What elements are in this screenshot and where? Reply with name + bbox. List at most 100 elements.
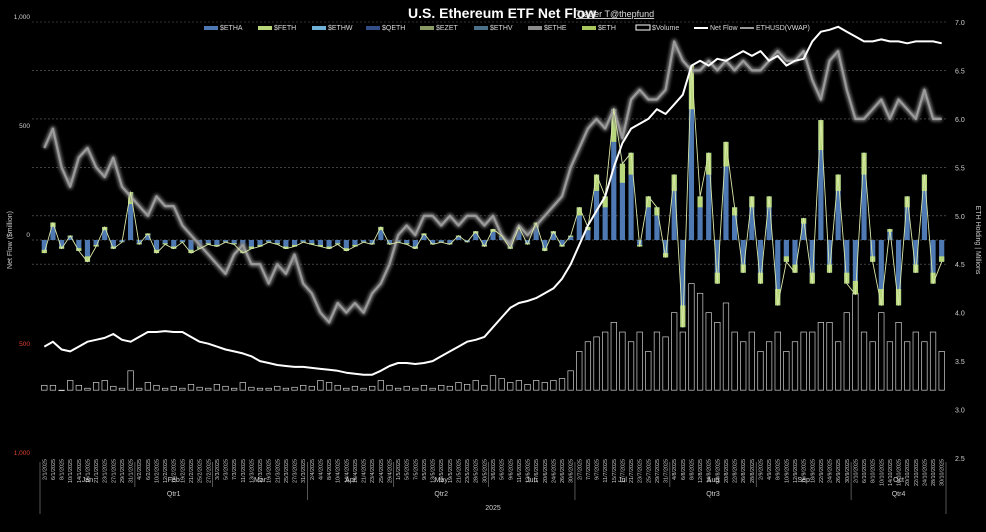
flow-bar: [128, 192, 134, 240]
x-tick-label: 4/4/2025: [318, 459, 324, 480]
right-tick-label: 3.5: [955, 359, 965, 366]
x-tick-label: 5/3/2025: [224, 459, 230, 480]
x-tick-label: 26/6/2025: [560, 459, 566, 483]
flow-bar: [430, 240, 436, 245]
legend-swatch: [582, 26, 596, 30]
legend-label: $QETH: [382, 25, 405, 32]
x-tick-label: 18/8/2025: [715, 459, 721, 483]
volume-bar: [929, 331, 937, 391]
volume-bar: [153, 384, 160, 391]
flow-bar: [76, 240, 82, 251]
x-tick-label: 29/7/2025: [655, 459, 661, 483]
legend-swatch: [204, 26, 218, 30]
legend-label: $EZET: [436, 25, 459, 32]
month-label: May: [435, 477, 449, 484]
right-axis-label: ETH Holding | Millions: [974, 206, 981, 275]
x-tick-label: 8/9/2025: [776, 459, 782, 480]
volume-bar: [921, 341, 928, 391]
x-tick-label: 13/3/2025: [249, 459, 255, 483]
x-tick-label: 30/5/2025: [482, 459, 488, 483]
x-tick-label: 31/3/2025: [301, 459, 307, 483]
legend-item-ezet: $EZET: [420, 25, 459, 32]
gridlines: [32, 21, 946, 265]
right-tick-label: 7.0: [955, 20, 965, 27]
legend-label: $ETH: [598, 25, 616, 32]
flow-bar-segment: [378, 226, 384, 231]
x-tick-label: 2/1/2025: [42, 459, 48, 480]
volume-bar: [325, 382, 333, 391]
volume-bar: [343, 387, 350, 391]
volume-bar: [377, 380, 384, 391]
x-tick-label: 7/3/2025: [232, 459, 238, 480]
volume-bar: [783, 351, 790, 391]
flow-bar: [921, 174, 928, 240]
volume-bar: [809, 331, 816, 391]
volume-bar: [584, 341, 592, 391]
flow-bar: [369, 240, 375, 245]
volume-bar: [731, 331, 738, 391]
month-label: Sep: [797, 477, 810, 484]
volume-bar: [162, 387, 169, 391]
flow-bar: [326, 240, 332, 249]
flow-bar: [801, 218, 807, 240]
legend-item-ethw: $ETHW: [312, 25, 353, 32]
flow-bar: [723, 141, 729, 240]
flow-bar: [102, 226, 108, 240]
x-tick-label: 16/1/2025: [86, 459, 92, 483]
volume-bar: [722, 302, 730, 391]
x-tick-label: 24/9/2025: [828, 459, 834, 483]
flow-bar: [50, 222, 56, 240]
x-tick-label: 27/2/2025: [206, 459, 212, 483]
flow-bar: [895, 240, 902, 306]
flow-bar-segment: [861, 152, 867, 175]
x-tick-label: 15/5/2025: [439, 459, 445, 483]
right-tick-label: 6.0: [955, 117, 965, 124]
month-label: Jul: [618, 477, 627, 484]
x-tick-label: 17/3/2025: [258, 459, 264, 483]
flow-bar: [473, 231, 479, 240]
x-tick-label: 25/3/2025: [284, 459, 290, 483]
volume-bar: [300, 384, 307, 391]
legend-item-ethe: $ETHE: [528, 25, 567, 32]
x-tick-label: 6/1/2025: [51, 459, 57, 480]
x-tick-label: 14/1/2025: [77, 459, 83, 483]
x-tick-label: 22/9/2025: [819, 459, 825, 483]
flow-bar-segment: [153, 249, 160, 254]
flow-bar: [706, 152, 712, 240]
flow-bar: [732, 207, 738, 240]
volume-bar: [515, 380, 522, 391]
flow-bar: [809, 240, 815, 284]
flow-bar: [274, 240, 280, 245]
x-tick-label: 27/1/2025: [111, 459, 117, 483]
flow-bar-segment: [878, 289, 884, 306]
flow-bar: [222, 240, 229, 243]
flow-bar: [714, 240, 720, 284]
x-tick-label: 6/10/2025: [862, 459, 868, 483]
year-label: 2025: [485, 505, 501, 512]
author-credit: Trader T@thepfund: [576, 9, 654, 19]
volume-bar: [740, 341, 747, 391]
flow-bar: [283, 240, 289, 249]
flow-bar: [740, 240, 746, 273]
volume-bar: [498, 378, 505, 391]
right-tick-label: 4.0: [955, 311, 965, 318]
x-tick-label: 4/8/2025: [672, 459, 678, 480]
flow-bar-segment: [611, 109, 617, 142]
volume-bar: [524, 384, 531, 391]
flow-bar: [481, 240, 487, 247]
flow-bar: [576, 207, 582, 240]
flow-bar-segment: [102, 226, 108, 231]
flow-bar-segment: [326, 246, 332, 249]
x-tick-label: 6/8/2025: [681, 459, 687, 480]
legend-swatch: [635, 24, 651, 31]
flow-bar-segment: [749, 196, 755, 208]
flow-bar-segment: [335, 243, 341, 245]
volume-bar: [817, 322, 824, 391]
flow-bar: [533, 222, 539, 240]
volume-bar: [748, 331, 755, 391]
flow-bar: [783, 240, 789, 262]
x-tick-label: 3/6/2025: [491, 459, 497, 480]
flow-bar-segment: [723, 141, 729, 167]
volume-bar: [369, 385, 376, 391]
x-tick-label: 14/10/2025: [888, 459, 894, 486]
